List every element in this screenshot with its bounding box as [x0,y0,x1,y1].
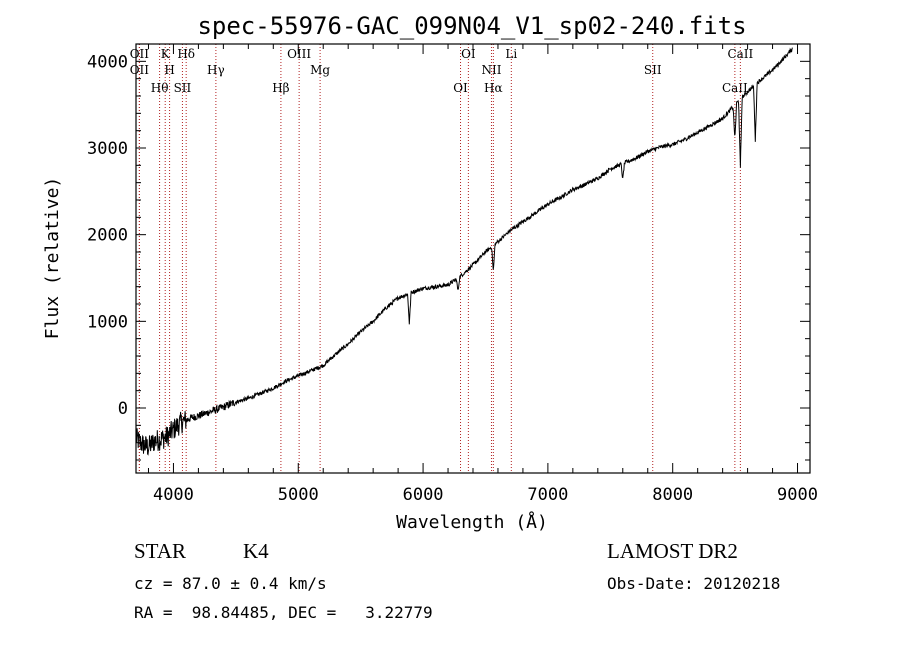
observation-date: Obs-Date: 20120218 [607,574,781,593]
axis-ticks: 4000 5000 6000 7000 8000 9000 0 1000 2000 3000 400… [87,43,818,505]
y-tick-label: 2000 [87,226,128,246]
x-tick-label: 9000 [777,485,818,505]
redshift-text: cz = 87.0 ± 0.4 km/s [134,574,327,593]
chart-title: spec-55976-GAC_099N04_V1_sp02-240.fits [197,12,746,40]
spectral-line-label: Hγ [207,63,225,77]
spectral-line-label: NII [481,63,501,77]
spectral-line-markers: OIIOIIHθKHSIIHδHγHβOIIIMgOIOINIIHαLiSIIC… [130,44,754,473]
y-tick-label: 3000 [87,139,128,159]
spectral-line-label: SII [174,81,192,95]
y-tick-label: 4000 [87,52,128,72]
spectral-line-label: Hα [484,81,503,95]
spectral-line-label: K [161,47,171,61]
spectral-line-label: H [164,63,174,77]
x-tick-label: 4000 [153,485,194,505]
spectral-line-label: OII [130,63,150,77]
spectral-line-label: Hδ [177,47,195,61]
coordinates-text: RA = 98.84485, DEC = 3.22779 [134,603,433,622]
spectral-line-label: Mg [310,63,330,77]
spectrum-series [135,47,793,456]
spectral-line-label: OI [453,81,468,95]
survey-name: LAMOST DR2 [607,539,738,563]
object-subclass: K4 [243,539,269,563]
y-tick-label: 1000 [87,312,128,332]
spectral-line-label: SII [644,63,662,77]
plot-frame [135,43,811,474]
spectral-line-label: Li [505,47,517,61]
spectral-line-label: OIII [287,47,311,61]
object-class: STAR [134,539,186,563]
spectral-line-label: CaII [722,81,748,95]
x-axis-label: Wavelength (Å) [396,511,548,533]
x-tick-label: 7000 [527,485,568,505]
x-tick-label: 5000 [278,485,319,505]
y-axis-label: Flux (relative) [42,177,63,340]
y-tick-label: 0 [118,399,128,419]
spectral-line-label: Hθ [151,81,169,95]
x-tick-label: 8000 [652,485,693,505]
x-tick-label: 6000 [403,485,444,505]
spectral-line-label: CaII [727,47,753,61]
spectral-line-label: Hβ [272,81,289,95]
spectral-line-label: OI [461,47,476,61]
spectrum-line [135,47,793,456]
